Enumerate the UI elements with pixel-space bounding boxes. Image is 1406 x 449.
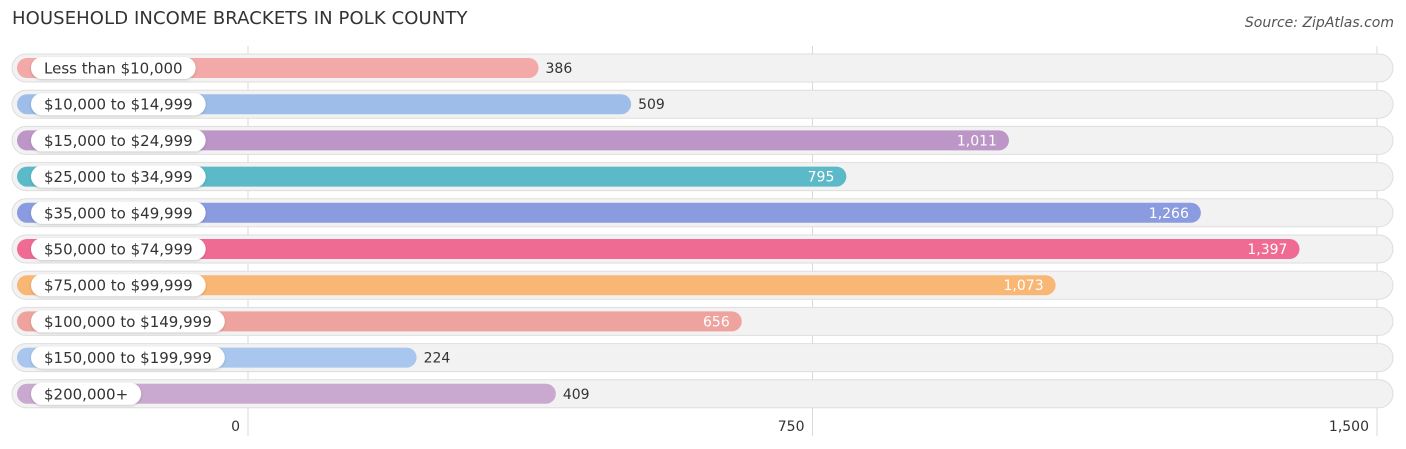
category-label-pill [31,165,206,188]
bar-row: $75,000 to $99,999 1,073 [17,274,1056,297]
bar-row: $100,000 to $149,999 656 [17,310,742,333]
bar-row: $35,000 to $49,999 1,266 [17,201,1201,224]
bar-row: Less than $10,000 386 [17,57,572,79]
category-label-pill [31,310,225,333]
value-label: 1,073 [1004,278,1044,294]
bar-row: $50,000 to $74,999 1,397 [17,238,1300,260]
bar [17,166,847,187]
value-label: 1,266 [1149,206,1189,222]
bar [17,275,1056,296]
value-label: 1,397 [1247,242,1287,258]
value-label: 656 [703,314,730,330]
value-label: 409 [563,387,590,403]
category-label-pill [31,201,206,224]
category-label-pill [31,346,225,369]
x-axis-ticks: 0 750 1,500 [231,419,1369,435]
chart-title: HOUSEHOLD INCOME BRACKETS IN POLK COUNTY [12,8,468,29]
bar-row: $15,000 to $24,999 1,011 [17,129,1009,152]
category-label-pill [31,129,206,152]
bar [17,202,1201,223]
category-label: $15,000 to $24,999 [44,132,193,150]
category-label: $25,000 to $34,999 [44,168,193,186]
category-label: Less than $10,000 [44,60,183,78]
category-label-pill [31,382,142,405]
bar [17,130,1009,151]
bar [17,383,556,404]
category-label-pill [31,57,196,79]
category-label: $150,000 to $199,999 [44,349,212,367]
x-tick-label: 0 [231,419,240,435]
category-label-pill [31,274,206,297]
value-label: 795 [808,170,835,186]
bar [17,239,1300,259]
category-label: $50,000 to $74,999 [44,241,193,259]
category-label: $10,000 to $14,999 [44,96,193,114]
category-label-pill [31,238,206,260]
chart-source: Source: ZipAtlas.com [1244,15,1394,31]
category-label: $35,000 to $49,999 [44,204,193,222]
x-tick-label: 750 [778,419,805,435]
value-label: 509 [638,97,665,113]
category-label: $75,000 to $99,999 [44,277,193,295]
x-tick-label: 1,500 [1329,419,1369,435]
value-label: 224 [424,351,451,367]
value-label: 1,011 [957,133,997,149]
category-label-pill [31,93,206,116]
bar-row: $150,000 to $199,999 224 [17,346,451,369]
category-label: $200,000+ [44,385,128,403]
rows-layer: Less than $10,000 386 $10,000 to $14,999 50… [11,53,1394,409]
bar-row: $25,000 to $34,999 795 [17,165,847,188]
category-label: $100,000 to $149,999 [44,313,212,331]
bar-row: $10,000 to $14,999 509 [17,93,665,116]
bar-row: $200,000+ 409 [17,382,590,405]
value-label: 386 [546,61,573,77]
